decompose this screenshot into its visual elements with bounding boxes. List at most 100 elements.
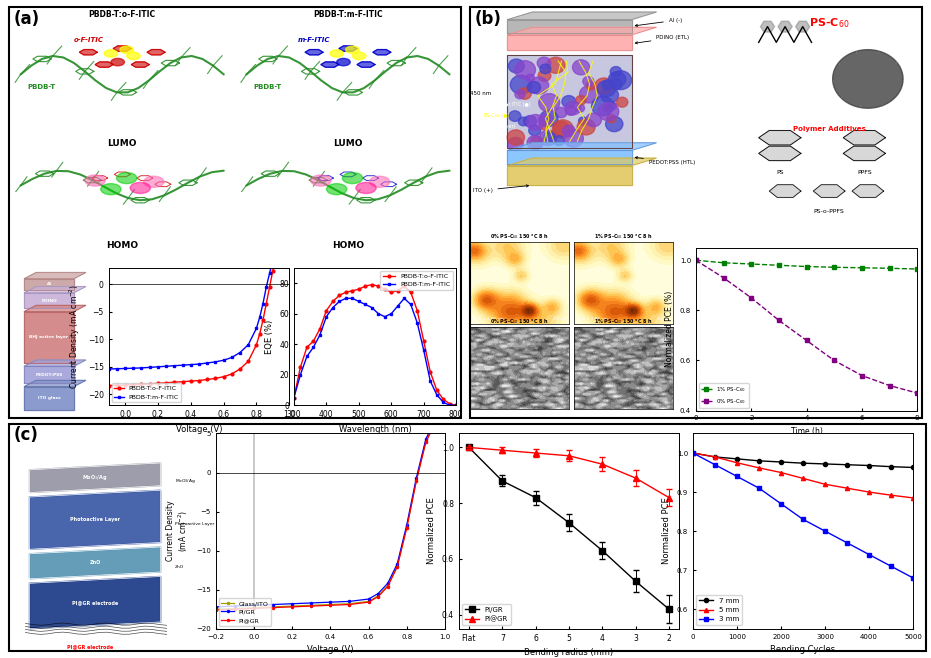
PBDB-T:o-F-ITIC: [235, 365, 246, 373]
PBDB-T:m-F-ITIC: [444, 401, 455, 409]
5 mm: [709, 453, 721, 461]
Circle shape: [530, 137, 543, 147]
PI@GR: [267, 603, 278, 611]
PI/GR: [430, 415, 441, 423]
Circle shape: [101, 184, 121, 195]
PI@GR: [563, 452, 574, 460]
Line: 7 mm: 7 mm: [691, 451, 915, 470]
Circle shape: [607, 114, 616, 122]
PBDB-T:o-F-ITIC: [346, 287, 358, 295]
7 mm: [776, 458, 787, 466]
Circle shape: [610, 66, 622, 76]
PI/GR: [249, 601, 260, 609]
3 mm: [776, 500, 787, 508]
Circle shape: [343, 172, 363, 184]
Polygon shape: [832, 49, 903, 108]
Y-axis label: Current Density
(mA cm$^{-2}$): Current Density (mA cm$^{-2}$): [166, 501, 191, 561]
Line: PBDB-T:m-F-ITIC: PBDB-T:m-F-ITIC: [91, 236, 290, 371]
Circle shape: [575, 95, 587, 105]
Polygon shape: [339, 46, 357, 51]
Polygon shape: [796, 21, 810, 32]
PI@GR: [497, 446, 508, 454]
PI/GR: [411, 474, 422, 482]
Circle shape: [605, 116, 623, 132]
PBDB-T:o-F-ITIC: [425, 368, 436, 376]
5 mm: [842, 484, 853, 492]
0% PS-C$_{60}$: [774, 316, 785, 324]
PBDB-T:m-F-ITIC: [136, 364, 147, 372]
Circle shape: [370, 176, 390, 188]
PBDB-T:m-F-ITIC: [254, 313, 265, 321]
X-axis label: Bending Cycles: Bending Cycles: [771, 645, 836, 654]
Circle shape: [565, 106, 576, 115]
Polygon shape: [30, 547, 161, 579]
Text: ITO glass: ITO glass: [37, 396, 61, 400]
PBDB-T:o-F-ITIC: [412, 307, 423, 315]
Text: (c): (c): [14, 426, 39, 444]
PBDB-T:o-F-ITIC: [194, 376, 205, 384]
Polygon shape: [507, 55, 631, 148]
Text: 30 nm: 30 nm: [553, 317, 566, 321]
PBDB-T:o-F-ITIC: [218, 373, 229, 381]
Circle shape: [580, 86, 600, 103]
Polygon shape: [24, 380, 86, 386]
3 mm: [798, 515, 809, 523]
7 mm: [885, 463, 897, 470]
PBDB-T:m-F-ITIC: [302, 353, 313, 361]
5 mm: [732, 459, 743, 467]
PI@GR: [210, 606, 222, 614]
Circle shape: [546, 57, 565, 73]
Polygon shape: [24, 293, 74, 309]
PBDB-T:m-F-ITIC: [438, 398, 449, 406]
PBDB-T:m-F-ITIC: [379, 313, 390, 320]
PBDB-T:m-F-ITIC: [385, 310, 397, 318]
Polygon shape: [372, 49, 391, 55]
Line: PI@GR: PI@GR: [215, 410, 446, 611]
Polygon shape: [507, 158, 656, 166]
Circle shape: [356, 182, 376, 193]
PBDB-T:o-F-ITIC: [284, 234, 295, 241]
PI@GR: [597, 460, 608, 468]
Circle shape: [608, 72, 626, 87]
PI/GR: [392, 560, 403, 568]
Line: 0% PS-C$_{60}$: 0% PS-C$_{60}$: [694, 258, 919, 395]
Line: PI/GR: PI/GR: [466, 445, 672, 612]
PBDB-T:o-F-ITIC: [418, 337, 429, 345]
PBDB-T:o-F-ITIC: [254, 330, 265, 338]
Text: PBDB-T: PBDB-T: [253, 84, 281, 89]
PBDB-T:m-F-ITIC: [119, 365, 130, 372]
Circle shape: [600, 87, 618, 103]
1% PS-C$_{60}$: [774, 261, 785, 269]
PBDB-T:o-F-ITIC: [334, 291, 345, 299]
Polygon shape: [24, 272, 86, 279]
Text: PDINO: PDINO: [41, 299, 57, 303]
PBDB-T:m-F-ITIC: [235, 349, 246, 357]
Circle shape: [616, 97, 627, 107]
0% PS-C$_{60}$: [801, 336, 812, 344]
Circle shape: [85, 175, 105, 186]
Circle shape: [130, 182, 151, 193]
PBDB-T:o-F-ITIC: [264, 283, 276, 291]
PBDB-T:o-F-ITIC: [451, 401, 462, 409]
Circle shape: [519, 88, 532, 99]
7 mm: [863, 461, 874, 469]
5 mm: [819, 480, 830, 488]
PBDB-T:o-F-ITIC: [398, 282, 410, 290]
PI@GR: [664, 494, 675, 501]
Glass/ITO: [363, 597, 374, 605]
Circle shape: [510, 75, 532, 94]
7 mm: [732, 455, 743, 463]
Polygon shape: [131, 62, 149, 67]
Circle shape: [552, 120, 573, 138]
Text: LUMO: LUMO: [333, 139, 363, 147]
Circle shape: [515, 61, 535, 79]
Text: Al (-): Al (-): [635, 18, 682, 26]
X-axis label: Bending radius (mm): Bending radius (mm): [524, 648, 614, 657]
Polygon shape: [761, 21, 775, 32]
PBDB-T:m-F-ITIC: [321, 313, 332, 320]
Line: PI/GR: PI/GR: [215, 407, 446, 608]
3 mm: [908, 574, 919, 582]
PI/GR: [210, 603, 222, 611]
PBDB-T:o-F-ITIC: [271, 253, 282, 261]
Polygon shape: [24, 279, 74, 290]
